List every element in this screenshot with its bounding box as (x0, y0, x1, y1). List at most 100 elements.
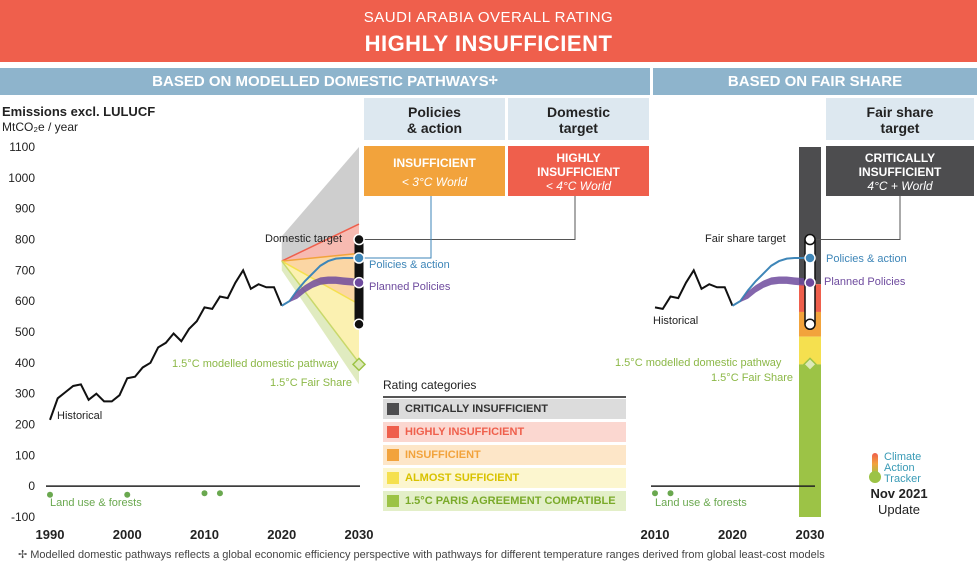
update-date: Nov 2021 (870, 486, 928, 501)
y-tick-label: 400 (15, 356, 35, 370)
domestic-rating-box: HIGHLY INSUFFICIENT < 4°C World (508, 146, 649, 196)
x-tick-label: 1990 (36, 527, 65, 542)
legend-swatch (387, 472, 399, 484)
fair-rating-l2: INSUFFICIENT (858, 165, 942, 179)
x-tick-label: 2020 (267, 527, 296, 542)
rating-legend: CRITICALLY INSUFFICIENT HIGHLY INSUFFICIE… (383, 396, 626, 514)
legend-item: HIGHLY INSUFFICIENT (383, 422, 626, 442)
y-tick-label: 600 (15, 294, 35, 308)
y-tick-label: 300 (15, 387, 35, 401)
thermometer-icon (869, 453, 881, 483)
y-tick-label: 1000 (8, 171, 35, 185)
footnote-mark: ✢ (488, 75, 498, 87)
legend-label: ALMOST SUFFICIENT (405, 472, 520, 484)
banner-country-title: SAUDI ARABIA OVERALL RATING (363, 9, 614, 26)
fair-world: 4°C + World (867, 179, 933, 193)
banner-overall-rating: HIGHLY INSUFFICIENT (364, 31, 613, 56)
policies-world: < 3°C World (401, 175, 468, 189)
fair-rating-l1: CRITICALLY (864, 151, 936, 165)
domestic-rating-l2: INSUFFICIENT (537, 165, 620, 179)
fair-header-line1: Fair share (866, 104, 934, 120)
footnote: ✢ Modelled domestic pathways reflects a … (18, 549, 825, 561)
connector-lines (364, 196, 901, 259)
fair-share-bar (799, 147, 821, 517)
policies-marker (353, 252, 365, 264)
label-domestic-target: Domestic target (265, 233, 343, 245)
domestic-header-line1: Domestic (546, 104, 611, 120)
left-land-use-point (201, 490, 208, 497)
label-historical-left: Historical (57, 410, 103, 422)
y-axis-unit: MtCO₂e / year (2, 120, 79, 134)
legend-swatch (387, 426, 399, 438)
right-land-use-point (667, 490, 674, 497)
legend-item: 1.5°C PARIS AGREEMENT COMPATIBLE (383, 491, 626, 511)
band-boundary (281, 223, 360, 262)
x-tick-label: 2020 (718, 527, 747, 542)
y-tick-label: 500 (15, 325, 35, 339)
policies-header-line2: & action (406, 120, 463, 136)
label-15c-fairshare-left: 1.5°C Fair Share (270, 377, 353, 389)
x-tick-label: 2030 (345, 527, 374, 542)
legend-item: ALMOST SUFFICIENT (383, 468, 626, 488)
y-tick-label: 0 (28, 479, 35, 493)
section-fair-share: BASED ON FAIR SHARE (653, 68, 977, 95)
logo-line2: Action (884, 462, 915, 474)
legend-divider (383, 396, 626, 398)
y-tick-label: -100 (11, 510, 35, 524)
right-land-use-point (652, 490, 658, 497)
legend-label: HIGHLY INSUFFICIENT (405, 426, 525, 438)
domestic-connector (364, 196, 576, 240)
x-tick-label: 2010 (190, 527, 219, 542)
y-tick-label: 100 (15, 448, 35, 462)
band-boundary (281, 260, 360, 364)
fair-target-marker (804, 233, 816, 246)
policies-connector (364, 196, 432, 259)
planned-marker (353, 276, 365, 289)
range-end-marker (353, 318, 365, 331)
legend-swatch (387, 449, 399, 461)
fair-rating-box: CRITICALLY INSUFFICIENT 4°C + World (826, 146, 974, 196)
left-historical-line (49, 268, 283, 421)
band-boundary (281, 252, 360, 262)
section-modelled-title: BASED ON MODELLED DOMESTIC PATHWAYS (152, 73, 489, 90)
label-15c-modelled-right: 1.5°C modelled domestic pathway (615, 357, 782, 369)
label-land-use-right: Land use & forests (655, 497, 747, 509)
target-markers (351, 233, 818, 372)
policies-header-line1: Policies (408, 104, 461, 120)
legend-swatch (387, 403, 399, 415)
legend-label: INSUFFICIENT (405, 449, 481, 461)
legend-swatch (387, 495, 399, 507)
policies-rating-box: INSUFFICIENT < 3°C World (364, 146, 505, 196)
axis-ticks: -100 0 100 200 300 400 500 600 700 800 900 1000 1100… (8, 140, 824, 542)
legend-item: CRITICALLY INSUFFICIENT (383, 399, 626, 419)
y-tick-label: 200 (15, 418, 35, 432)
fair-bar-1-5-c-compatible (799, 364, 821, 517)
domestic-rating-l1: HIGHLY (556, 151, 601, 165)
modelled-15c-marker (802, 357, 818, 372)
right-policies-line (731, 257, 810, 307)
domestic-header-line2: target (559, 120, 598, 136)
legend-label: 1.5°C PARIS AGREEMENT COMPATIBLE (405, 495, 616, 507)
y-tick-label: 900 (15, 202, 35, 216)
range-end-marker (804, 318, 816, 331)
right-historical-line (654, 268, 734, 310)
label-15c-modelled-left: 1.5°C modelled domestic pathway (172, 358, 339, 370)
policies-marker (804, 252, 816, 264)
legend-item: INSUFFICIENT (383, 445, 626, 465)
fair-bar-almost-sufficient (799, 336, 821, 365)
logo-text: Climate Action Tracker (884, 452, 921, 485)
domestic-column-header: Domestic target (508, 98, 649, 140)
fair-header-line2: target (880, 120, 920, 136)
right-planned-band (732, 276, 810, 306)
x-tick-label: 2000 (113, 527, 142, 542)
label-15c-fairshare-right: 1.5°C Fair Share (711, 372, 794, 384)
logo-line3: Tracker (884, 473, 921, 485)
rating-banner: SAUDI ARABIA OVERALL RATING HIGHLY INSUF… (0, 0, 977, 62)
left-planned-band (281, 276, 359, 306)
update-label: Update (878, 502, 920, 517)
label-historical-right: Historical (653, 315, 699, 327)
y-tick-label: 1100 (9, 140, 35, 154)
domestic-target-marker (353, 233, 365, 246)
modelled-15c-marker (351, 357, 367, 372)
